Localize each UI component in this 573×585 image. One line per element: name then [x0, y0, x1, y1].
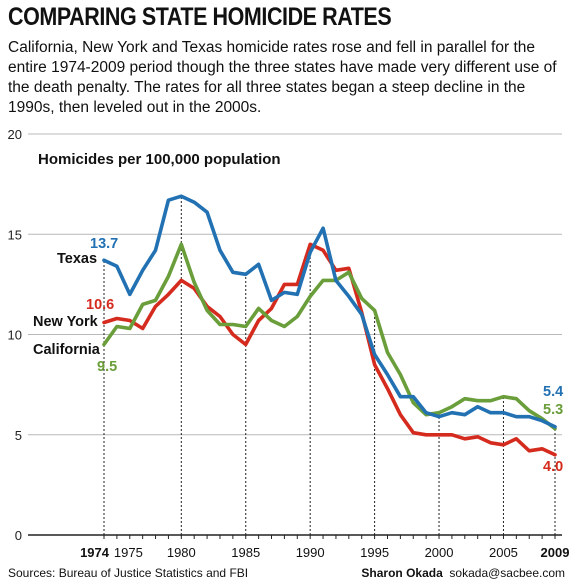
x-tick-label: 1975: [114, 545, 143, 560]
chart-axes: 0 5 10 15 20 1974 1975 1980 1985 1990 1995 2000 2005…: [8, 127, 570, 560]
x-tick-label: 2005: [489, 545, 518, 560]
x-tick-label: 2000: [425, 545, 454, 560]
x-tick-label: 1980: [167, 545, 196, 560]
y-tick-label: 5: [15, 428, 22, 443]
credit: Sharon Okada sokada@sacbee.com: [361, 566, 565, 580]
series-name-california: California: [33, 342, 101, 358]
x-tick-label: 1974: [80, 545, 110, 560]
series-lines: [102, 194, 557, 457]
y-tick-label: 20: [8, 127, 22, 142]
series-line-california: [102, 242, 557, 431]
x-tick-label: 1990: [296, 545, 325, 560]
series-end-value-california: 5.3: [543, 402, 563, 418]
series-end-value-new-york: 4.0: [543, 459, 563, 475]
x-tick-label: 1985: [231, 545, 260, 560]
x-tick-label: 1995: [360, 545, 389, 560]
chart-subtitle: California, New York and Texas homicide …: [8, 39, 557, 116]
source-note: Sources: Bureau of Justice Statistics an…: [8, 566, 249, 580]
series-line-new-york: [102, 242, 557, 457]
series-start-value-texas: 13.7: [90, 236, 118, 252]
series-end-value-texas: 5.4: [543, 384, 563, 400]
y-tick-label: 0: [15, 528, 22, 543]
reference-lines: [103, 196, 556, 535]
x-tick-label: 2009: [541, 545, 570, 560]
y-tick-label: 15: [8, 227, 22, 242]
series-start-value-california: 9.5: [97, 359, 117, 375]
y-tick-label: 10: [8, 328, 22, 343]
chart-title: COMPARING STATE HOMICIDE RATES: [8, 3, 392, 31]
series-start-value-new-york: 10.6: [86, 297, 114, 313]
credit-author: Sharon Okada: [361, 566, 443, 580]
series-line-texas: [102, 194, 557, 429]
series-name-new-york: New York: [33, 314, 99, 330]
series-name-texas: Texas: [57, 251, 97, 267]
y-axis-label: Homicides per 100,000 population: [38, 151, 281, 168]
chart-grid: [28, 133, 562, 536]
credit-contact: sokada@sacbee.com: [449, 566, 565, 580]
